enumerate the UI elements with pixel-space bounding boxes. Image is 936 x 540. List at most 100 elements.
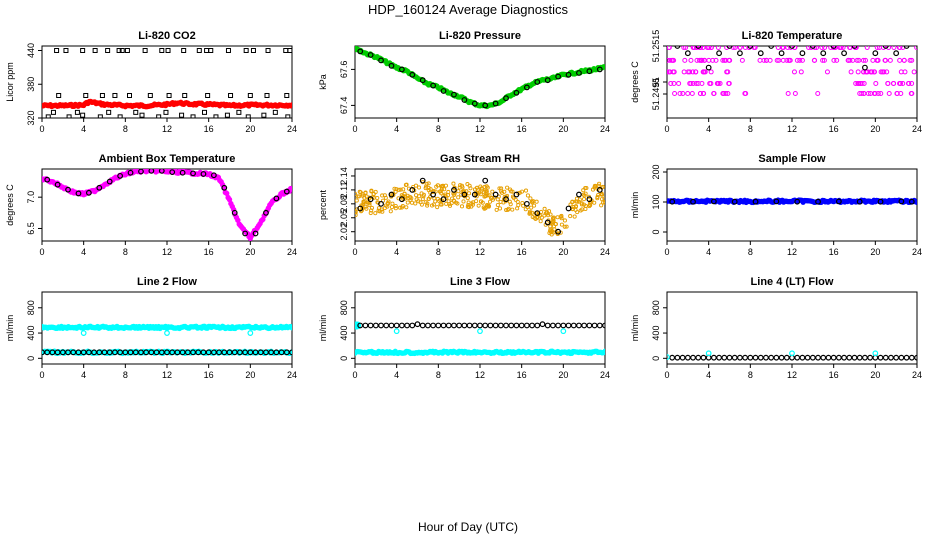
y-tick-label: 51.2515 [651, 30, 661, 63]
data-point [106, 109, 112, 115]
data-point [459, 204, 465, 209]
x-tick-label: 24 [600, 370, 610, 380]
data-point [490, 195, 495, 200]
data-point [456, 195, 461, 200]
data-point [388, 322, 395, 329]
data-point [435, 205, 440, 210]
x-tick-label: 8 [123, 124, 128, 134]
data-point [562, 218, 567, 223]
data-point [667, 354, 670, 360]
data-point [97, 114, 103, 118]
data-point [435, 322, 442, 329]
data-point [871, 69, 877, 75]
data-point [164, 349, 170, 356]
data-point [884, 69, 890, 75]
data-point [443, 192, 448, 197]
panel-line3: Line 3 Flow ml/min 0 4 8 12 16 20 24 0 400 800 [318, 276, 610, 380]
data-point [404, 322, 410, 329]
data-point [797, 57, 803, 63]
data-point [80, 48, 86, 53]
data-point [393, 189, 398, 194]
series-samples-low [45, 109, 291, 118]
data-point [289, 325, 292, 331]
data-point [446, 189, 451, 195]
data-point [683, 46, 689, 50]
data-point [808, 46, 814, 50]
data-point [850, 57, 856, 63]
data-point [368, 210, 373, 216]
plot-area [355, 321, 605, 357]
data-point [789, 46, 795, 49]
data-point [834, 57, 840, 63]
panel-ylabel: degrees C [630, 61, 640, 103]
data-point [572, 214, 577, 219]
panel-ylabel: ml/min [5, 315, 15, 342]
data-point [544, 219, 551, 226]
data-point [510, 207, 515, 212]
data-point [242, 349, 249, 356]
data-point [398, 187, 403, 192]
data-point [835, 198, 842, 205]
data-point [420, 196, 425, 202]
data-point [555, 228, 562, 235]
panel-pressure: Li-820 Pressure kPa 0 4 8 12 16 20 24 67.4 67.6 [318, 30, 610, 134]
data-point [409, 187, 416, 193]
data-point [602, 196, 605, 201]
data-point [809, 354, 816, 361]
data-point [367, 322, 374, 329]
data-point [720, 91, 726, 97]
data-point [763, 354, 769, 361]
data-point [231, 349, 238, 356]
data-point [885, 80, 891, 86]
x-tick-label: 4 [706, 124, 711, 134]
data-point [490, 189, 495, 194]
data-point [375, 195, 380, 201]
data-point [784, 57, 790, 63]
data-point [393, 206, 398, 211]
data-point [437, 189, 442, 194]
x-tick-label: 8 [123, 370, 128, 380]
data-point [477, 328, 483, 335]
data-point [430, 82, 437, 89]
data-point [710, 198, 717, 205]
data-point [497, 186, 502, 191]
x-tick-label: 8 [123, 247, 128, 257]
data-point [743, 91, 749, 97]
data-point [243, 48, 249, 53]
data-point [815, 198, 821, 205]
data-point [485, 203, 490, 208]
x-tick-label: 0 [39, 124, 44, 134]
data-point [466, 322, 473, 329]
data-point [697, 91, 703, 97]
data-point [250, 48, 256, 53]
data-point [597, 181, 602, 186]
x-tick-label: 20 [558, 124, 568, 134]
data-point [565, 205, 572, 212]
data-point [528, 196, 533, 201]
data-point [482, 102, 489, 109]
data-point [426, 196, 431, 201]
data-point [362, 322, 369, 329]
panel-ylabel: ml/min [630, 192, 640, 219]
data-point [357, 48, 364, 55]
data-point [452, 192, 457, 197]
data-point [122, 349, 129, 356]
data-point [864, 46, 870, 50]
data-point [45, 114, 51, 118]
data-point [484, 184, 489, 189]
data-point [85, 189, 92, 196]
x-tick-label: 4 [394, 370, 399, 380]
data-point [600, 184, 605, 189]
data-point [791, 69, 797, 75]
data-point [752, 198, 759, 205]
data-point [693, 80, 699, 86]
data-point [49, 349, 56, 356]
data-point [693, 69, 699, 75]
data-point [841, 354, 847, 361]
data-point [599, 197, 604, 202]
series-outliers [667, 350, 879, 360]
data-point [811, 57, 817, 63]
data-point [216, 349, 222, 356]
x-tick-label: 12 [475, 247, 485, 257]
data-point [159, 48, 165, 53]
